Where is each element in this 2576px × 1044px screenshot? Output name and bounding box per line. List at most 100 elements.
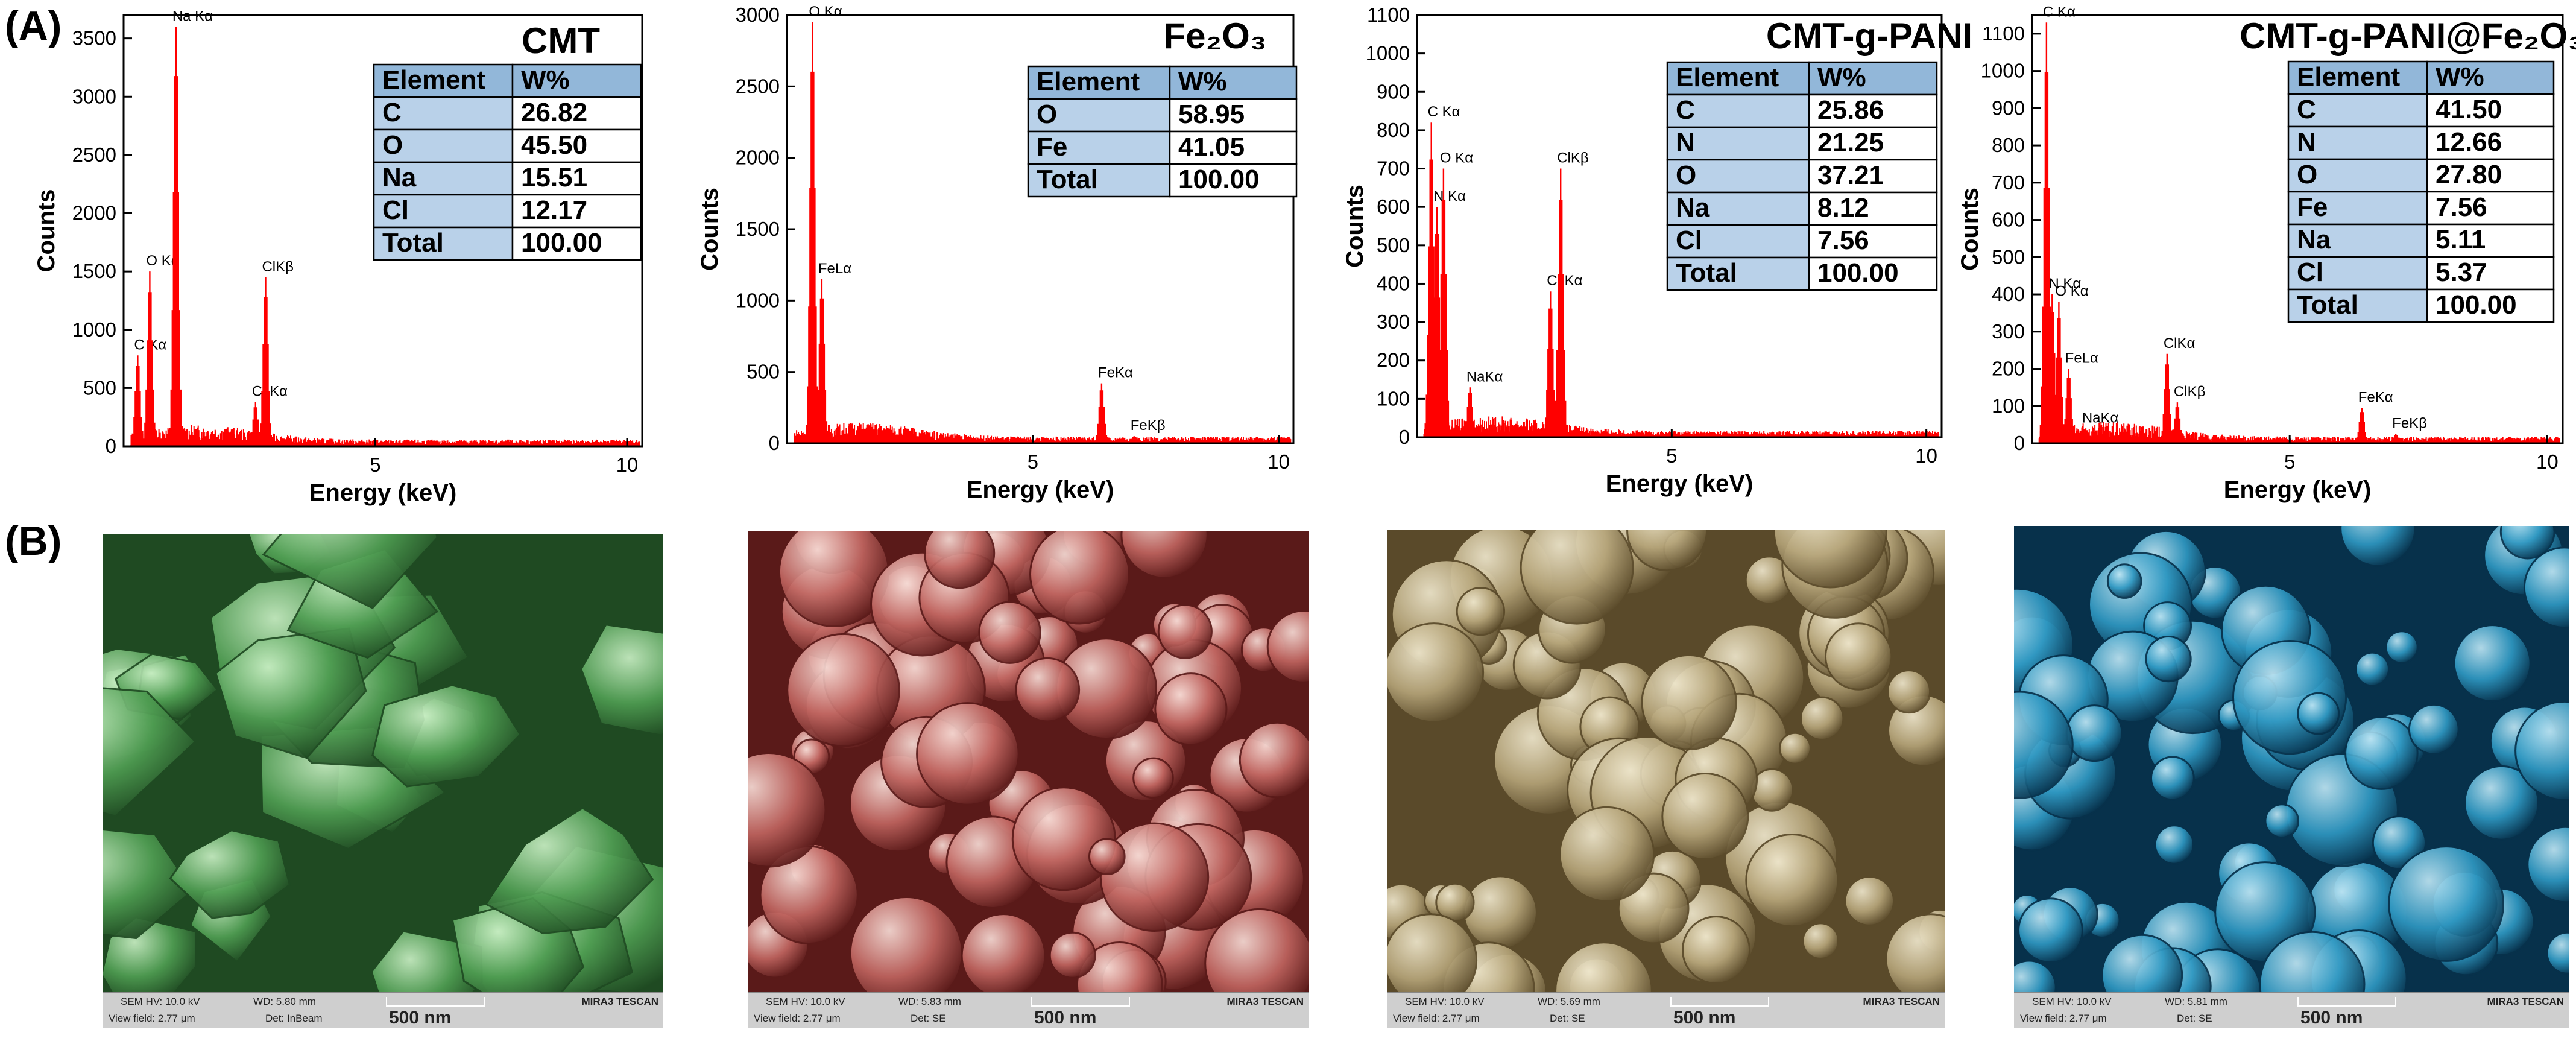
table-cell-text: 21.25 bbox=[1817, 128, 1884, 157]
table-cell-text: Cl bbox=[382, 195, 409, 225]
table-cell bbox=[1666, 224, 1810, 259]
table-cell bbox=[1808, 256, 1938, 291]
y-tick-label: 200 bbox=[1377, 349, 1410, 372]
y-tick-label: 3000 bbox=[72, 85, 116, 107]
sem-scalebar-label: 500 nm bbox=[2300, 1008, 2363, 1028]
y-axis-label: Counts bbox=[33, 189, 60, 273]
table-header-cell bbox=[1666, 61, 1810, 96]
table-cell-text: Total bbox=[2297, 290, 2358, 320]
y-tick-label: 200 bbox=[1992, 358, 2025, 380]
table-cell-text: 7.56 bbox=[1817, 226, 1869, 255]
table-cell bbox=[511, 194, 642, 229]
sem-info-bar: SEM HV: 10.0 kV WD: 5.69 mm View field: 2.… bbox=[1387, 992, 1945, 1028]
table-cell-text: 26.82 bbox=[521, 98, 587, 127]
table-cell-text: 12.17 bbox=[521, 195, 587, 225]
table-header-text: W% bbox=[1178, 67, 1227, 96]
y-tick-label: 500 bbox=[83, 376, 116, 399]
y-tick-label: 600 bbox=[1377, 195, 1410, 218]
peak-label: C Kα bbox=[2043, 4, 2076, 20]
table-header-text: Element bbox=[2297, 62, 2401, 92]
sem-brand-text: MIRA3 TESCAN bbox=[1226, 996, 1304, 1007]
peak-3: O Kα bbox=[1435, 150, 1473, 437]
sem-detector-text: Det: SE bbox=[1550, 1013, 1585, 1024]
peak-label: FeLα bbox=[818, 261, 851, 277]
y-tick-label: 1100 bbox=[1367, 4, 1410, 26]
y-tick-label: 400 bbox=[1992, 283, 2025, 305]
table-cell-text: Cl bbox=[1676, 226, 1702, 255]
table-cell-text: 100.00 bbox=[521, 228, 602, 258]
y-tick-label: 0 bbox=[769, 432, 780, 454]
peak-bar bbox=[804, 22, 821, 443]
table-cell-text: C bbox=[382, 98, 402, 127]
composition-table: Element W% C 25.86 N 21.25 O 37.21 Na 8.12 Cl 7.56 T… bbox=[1666, 61, 1938, 291]
x-tick-label: 10 bbox=[2536, 451, 2559, 473]
sem-scalebar bbox=[2297, 997, 2396, 1007]
chart-title: CMT bbox=[522, 21, 600, 61]
y-axis-label: Counts bbox=[1957, 188, 1983, 271]
peak-label: C Kα bbox=[1428, 104, 1460, 120]
peak-label: FeKβ bbox=[2392, 416, 2427, 432]
table-header-text: W% bbox=[2436, 62, 2484, 92]
composition-table: Element W% C 41.50 N 12.66 O 27.80 Fe 7.56 Na 5.11 C… bbox=[2287, 60, 2555, 323]
table-header-cell bbox=[1169, 65, 1298, 100]
table-cell-text: Cl bbox=[2297, 258, 2323, 287]
peak-label: Na Kα bbox=[172, 8, 213, 24]
peak-3: FeKα bbox=[1093, 365, 1133, 443]
sem-wd-text: WD: 5.83 mm bbox=[898, 996, 961, 1007]
peak-label: ClKβ bbox=[2174, 384, 2205, 400]
table-cell-text: 58.95 bbox=[1178, 100, 1245, 129]
table-cell-text: 37.21 bbox=[1817, 160, 1884, 190]
table-cell-text: 100.00 bbox=[2436, 290, 2517, 320]
sem-micrograph bbox=[103, 534, 663, 993]
table-header-text: Element bbox=[1676, 63, 1779, 92]
peak-bar bbox=[1435, 168, 1452, 437]
table-cell bbox=[2287, 223, 2428, 258]
peak-label: O Kα bbox=[2055, 283, 2088, 299]
y-tick-label: 1000 bbox=[72, 318, 116, 341]
table-cell bbox=[1169, 163, 1298, 198]
table-cell bbox=[2426, 256, 2555, 291]
y-tick-label: 300 bbox=[1992, 320, 2025, 343]
table-cell-text: Fe bbox=[1037, 132, 1067, 162]
table-cell bbox=[1808, 159, 1938, 194]
peak-label: N Kα bbox=[2048, 276, 2081, 292]
sem-image-3: SEM HV: 10.0 kV WD: 5.69 mm View field: 2.… bbox=[1387, 530, 1945, 1028]
table-cell-text: Na bbox=[2297, 225, 2331, 255]
y-tick-label: 700 bbox=[1377, 157, 1410, 180]
peak-3: Na Kα bbox=[168, 8, 213, 446]
sem-info-bar: SEM HV: 10.0 kV WD: 5.81 mm View field: 2.… bbox=[2014, 992, 2569, 1028]
chart-title: CMT-g-PANI bbox=[1766, 16, 1972, 56]
sem-scalebar bbox=[1031, 997, 1130, 1007]
peak-label: ClKβ bbox=[1557, 150, 1588, 166]
y-tick-label: 900 bbox=[1377, 80, 1410, 103]
composition-table: Element W% C 26.82 O 45.50 Na 15.51 Cl 12.17 Total… bbox=[373, 63, 642, 261]
peak-label: FeKα bbox=[2358, 389, 2393, 405]
table-cell bbox=[1666, 256, 1810, 291]
y-tick-label: 1000 bbox=[1366, 42, 1410, 65]
peak-2: FeLα bbox=[813, 261, 851, 443]
table-cell-text: 27.80 bbox=[2436, 160, 2502, 189]
peak-label: N Kα bbox=[1433, 188, 1466, 204]
peak-label: O Kα bbox=[1440, 150, 1473, 166]
peak-label: ClKα bbox=[2164, 335, 2196, 352]
chart-title: Fe₂O₃ bbox=[1163, 16, 1266, 56]
table-header-text: Element bbox=[382, 65, 486, 95]
table-cell bbox=[373, 161, 514, 196]
table-header-cell bbox=[1027, 65, 1171, 100]
sem-image-4: SEM HV: 10.0 kV WD: 5.81 mm View field: 2.… bbox=[2014, 526, 2569, 1028]
table-cell bbox=[373, 128, 514, 163]
sem-viewfield-text: View field: 2.77 μm bbox=[1393, 1013, 1480, 1024]
table-cell-text: N bbox=[2297, 127, 2316, 157]
peak-6: ClKβ bbox=[1553, 150, 1589, 437]
sem-wd-text: WD: 5.69 mm bbox=[1538, 996, 1600, 1007]
table-header-text: W% bbox=[521, 65, 570, 95]
peak-8: FeKα bbox=[2353, 389, 2393, 443]
peak-6: ClKα bbox=[2159, 335, 2196, 443]
sem-viewfield-text: View field: 2.77 μm bbox=[2020, 1013, 2107, 1024]
sem-detector-text: Det: SE bbox=[911, 1013, 946, 1024]
table-cell bbox=[2426, 191, 2555, 226]
sem-hv-text: SEM HV: 10.0 kV bbox=[121, 996, 200, 1007]
x-tick-label: 5 bbox=[2284, 451, 2295, 473]
